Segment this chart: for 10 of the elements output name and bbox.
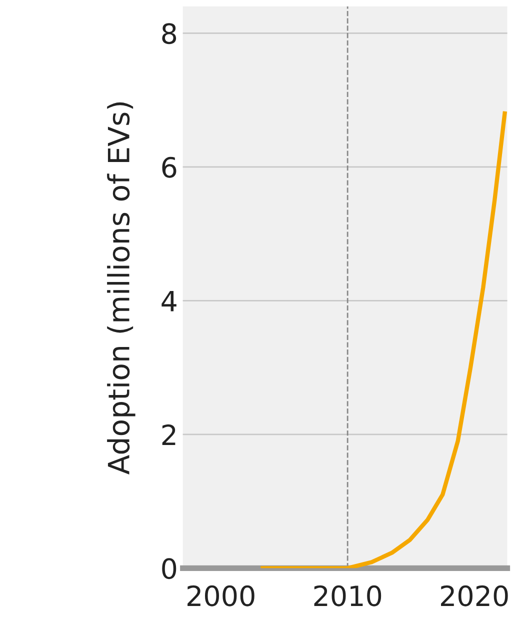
y-axis-title: Adoption (millions of EVs) xyxy=(107,102,136,474)
y-tick-label: 0 xyxy=(162,558,176,580)
x-tick-label: 2010 xyxy=(314,585,382,606)
y-tick-label: 2 xyxy=(162,424,176,445)
line-series xyxy=(260,111,507,568)
y-tick-label: 8 xyxy=(162,23,176,44)
y-tick-label: 6 xyxy=(162,156,176,178)
x-tick-label: 2000 xyxy=(188,585,254,606)
x-tick-label: 2020 xyxy=(441,585,508,606)
y-tick-label: 4 xyxy=(162,290,176,312)
